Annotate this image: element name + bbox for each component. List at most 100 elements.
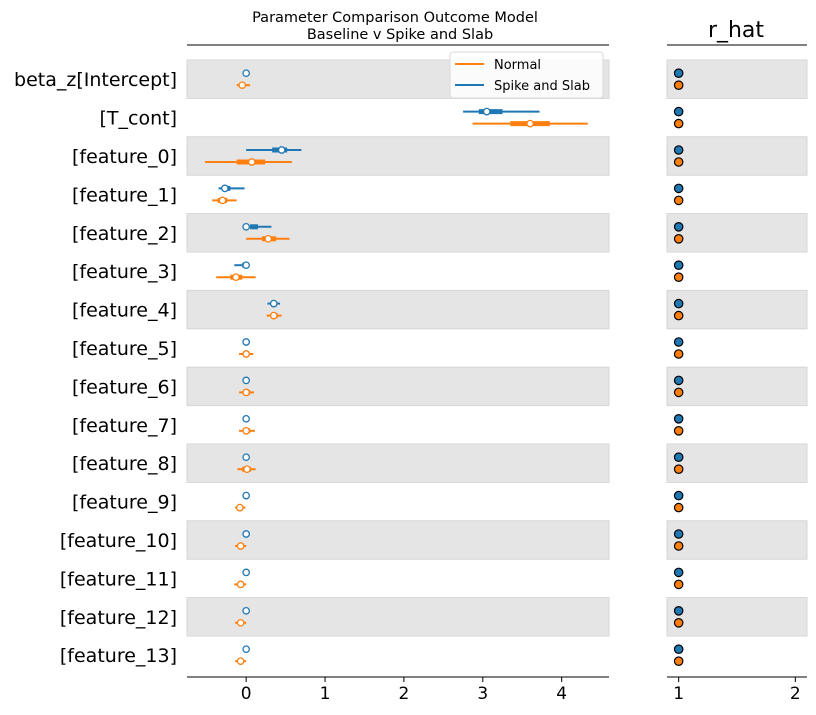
parameter-label: [T_cont] [100, 108, 178, 130]
rhat-row-band [666, 443, 808, 483]
rhat-row-band [666, 520, 808, 560]
rhat-spike-point [673, 490, 684, 501]
parameter-label: [feature_10] [60, 530, 177, 552]
rhat-normal-point [673, 579, 684, 590]
normal-mean-point [526, 119, 534, 128]
rhat-title: r_hat [708, 18, 764, 43]
spike-mean-point [242, 491, 251, 500]
main-title-line-1: Parameter Comparison Outcome Model [252, 10, 538, 26]
rhat-normal-point [673, 80, 684, 90]
spike-mean-point [242, 222, 251, 231]
normal-mean-point [247, 158, 256, 166]
rhat-spike-point [673, 413, 684, 424]
spike-mean-point [242, 261, 251, 270]
parameter-label: [feature_9] [72, 492, 177, 514]
spike-mean-point [269, 299, 278, 308]
rhat-normal-point [673, 387, 684, 398]
axes: 0 1 2 3 4 1 2 [187, 44, 807, 704]
rhat-spike-point [673, 68, 684, 78]
spike-mean-point [242, 338, 251, 346]
rhat-normal-point [673, 425, 684, 436]
normal-mean-point [218, 196, 227, 205]
rhat-normal-point [673, 310, 684, 321]
rhat-row-band [666, 597, 808, 637]
normal-mean-point [236, 657, 245, 666]
row-band [186, 366, 610, 407]
rhat-normal-point [673, 617, 684, 628]
plot-marks: beta_z[Intercept] [T_cont] [feature_0] [fea… [14, 68, 684, 667]
rhat-x-tick-label: 1 [673, 684, 684, 704]
normal-mean-point [236, 580, 245, 589]
rhat-row-band [666, 136, 808, 176]
rhat-normal-point [673, 118, 684, 129]
rhat-normal-point [673, 349, 684, 359]
normal-mean-point [232, 273, 240, 282]
legend-normal-label: Normal [494, 58, 541, 73]
spike-mean-point [242, 414, 251, 423]
rhat-spike-point [673, 337, 684, 347]
parameter-label: [feature_7] [72, 415, 177, 437]
rhat-normal-point [673, 464, 684, 474]
rhat-normal-point [673, 656, 684, 666]
rhat-row-band [666, 366, 808, 407]
rhat-normal-point [673, 272, 684, 282]
rhat-spike-point [673, 260, 684, 270]
normal-mean-point [242, 426, 251, 435]
rhat-row-band [666, 289, 808, 330]
row-band [186, 520, 610, 560]
rhat-spike-point [673, 145, 684, 155]
parameter-label: [feature_8] [72, 453, 177, 475]
row-bands [186, 59, 808, 637]
row-band [186, 213, 610, 253]
row-band [186, 136, 610, 176]
parameter-label: [feature_13] [60, 645, 177, 667]
rhat-spike-point [673, 222, 684, 232]
rhat-spike-point [673, 375, 684, 386]
rhat-row-band [666, 59, 808, 99]
rhat-spike-point [673, 567, 684, 578]
rhat-x-tick-label: 2 [790, 684, 801, 704]
parameter-label: [feature_5] [72, 338, 177, 360]
spike-mean-point [242, 568, 251, 577]
x-tick-label: 1 [320, 684, 331, 704]
rhat-normal-point [673, 502, 684, 513]
rhat-normal-point [673, 541, 684, 551]
parameter-label: beta_z[Intercept] [14, 69, 177, 91]
normal-mean-point [236, 542, 245, 550]
normal-mean-point [243, 465, 251, 474]
normal-mean-point [236, 618, 245, 627]
normal-mean-point [242, 388, 251, 397]
normal-mean-point [264, 234, 273, 243]
rhat-row-band [666, 213, 808, 253]
rhat-spike-point [673, 298, 684, 309]
row-band [186, 443, 610, 483]
rhat-normal-point [673, 157, 684, 167]
main-title-line-2: Baseline v Spike and Slab [307, 27, 493, 43]
parameter-label: [feature_11] [60, 568, 177, 590]
x-tick-label: 0 [241, 684, 252, 704]
spike-mean-point [482, 107, 491, 116]
spike-mean-point [221, 184, 229, 193]
parameter-label: [feature_6] [72, 376, 177, 398]
rhat-spike-point [673, 644, 684, 654]
spike-mean-point [242, 376, 251, 385]
normal-mean-point [235, 503, 244, 512]
row-band [186, 289, 610, 330]
rhat-spike-point [673, 529, 684, 539]
spike-mean-point [242, 606, 251, 615]
spike-mean-point [242, 69, 251, 78]
rhat-spike-point [673, 452, 684, 462]
parameter-label: [feature_12] [60, 607, 177, 629]
rhat-spike-point [673, 605, 684, 616]
rhat-normal-point [673, 234, 684, 244]
parameter-label: [feature_3] [72, 261, 177, 283]
rhat-spike-point [673, 183, 684, 194]
x-tick-label: 4 [556, 684, 567, 704]
x-tick-label: 3 [477, 684, 488, 704]
normal-mean-point [238, 81, 247, 90]
spike-mean-point [242, 645, 251, 654]
normal-mean-point [242, 350, 251, 358]
parameter-label: [feature_1] [72, 184, 177, 206]
rhat-normal-point [673, 195, 684, 206]
